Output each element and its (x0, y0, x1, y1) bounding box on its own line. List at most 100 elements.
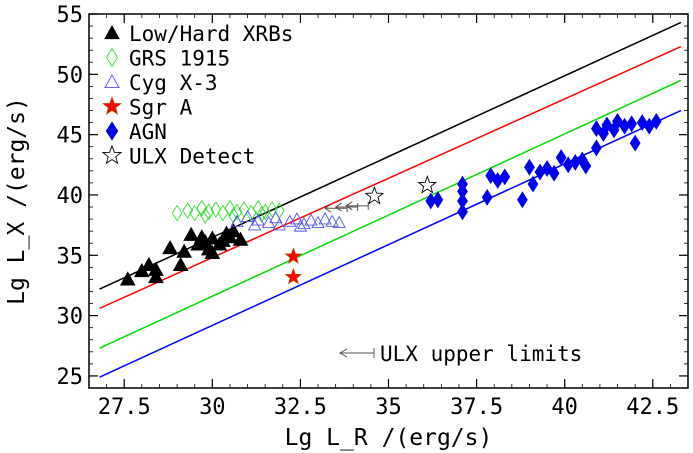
legend-marker (102, 96, 122, 116)
legend-item: Sgr A (102, 96, 193, 120)
data-point (318, 212, 332, 225)
data-point (256, 205, 267, 223)
series-0 (119, 223, 249, 286)
data-point (548, 164, 560, 182)
data-point (189, 204, 201, 222)
y-tick-label: 30 (57, 305, 84, 330)
annotation-label: ULX upper limits (380, 342, 582, 366)
series-5 (364, 174, 438, 205)
data-point (325, 214, 339, 227)
data-markers (119, 112, 662, 286)
data-point (272, 218, 287, 231)
data-point (217, 204, 229, 222)
data-point (481, 188, 493, 206)
data-point (527, 175, 539, 193)
data-point (183, 226, 200, 241)
data-point (417, 174, 438, 194)
x-axis-title: Lg L_R /(erg/s) (285, 425, 493, 451)
data-point (225, 223, 242, 238)
data-point (210, 201, 222, 218)
data-point (284, 267, 303, 285)
data-point (517, 191, 528, 209)
x-tick-label: 37.5 (450, 395, 503, 420)
data-point (626, 115, 638, 133)
legend-item: ULX Detect (101, 145, 255, 169)
legend-label: Low/Hard XRBs (129, 22, 293, 46)
legend-label: Cyg X-3 (129, 71, 218, 95)
data-point (231, 203, 243, 221)
upper-limits (324, 201, 369, 213)
legend-label: Sgr A (129, 96, 193, 120)
y-tick-label: 55 (57, 3, 84, 28)
legend-marker (105, 47, 119, 68)
data-point (304, 213, 318, 226)
data-point (293, 219, 308, 232)
data-point (247, 218, 262, 231)
y-tick-label: 25 (57, 365, 84, 390)
data-point (290, 212, 304, 225)
y-tick-label: 35 (57, 244, 84, 269)
y-tick-label: 50 (57, 63, 84, 88)
data-point (176, 243, 192, 258)
data-point (311, 215, 325, 228)
legend-marker (104, 74, 120, 89)
legend-label: AGN (129, 120, 167, 144)
legend-item: Low/Hard XRBs (104, 22, 293, 46)
fit-line-1 (99, 45, 682, 310)
legend-marker (104, 24, 120, 40)
data-point (193, 229, 210, 244)
y-axis-title: Lg L_X /(erg/s) (4, 97, 30, 305)
legend-marker (105, 121, 119, 141)
series-4 (425, 112, 662, 221)
annotation-arrow-head (338, 348, 348, 358)
data-point (580, 157, 592, 175)
data-point (499, 168, 511, 186)
data-point (590, 139, 602, 157)
data-point (259, 203, 271, 221)
x-tick-label: 32.5 (274, 395, 327, 420)
data-point (182, 202, 193, 219)
data-point (215, 232, 231, 247)
data-point (268, 210, 283, 224)
data-point (203, 203, 215, 221)
axis-titles: Lg L_R /(erg/s) Lg L_X /(erg/s) (4, 97, 492, 451)
data-point (485, 167, 497, 185)
data-point (119, 271, 136, 286)
x-tick-label: 40 (551, 395, 578, 420)
data-point (199, 207, 211, 224)
data-point (297, 216, 311, 230)
series-1 (171, 199, 285, 224)
legend-item: Cyg X-3 (104, 71, 218, 95)
axes: 27.5 30 32.5 35 37.5 40 42.5 25 30 35 40 45 50 55 (57, 3, 689, 420)
upper-limit-arrow (345, 201, 369, 211)
data-point (332, 215, 346, 228)
data-point (172, 256, 189, 272)
x-tick-label: 35 (375, 395, 402, 420)
data-point (629, 134, 641, 152)
data-point (364, 185, 385, 205)
x-tick-label: 27.5 (98, 395, 151, 420)
data-point (228, 207, 239, 224)
legend-label: GRS 1915 (129, 47, 230, 71)
data-point (204, 230, 221, 245)
data-point (261, 215, 276, 228)
data-point (555, 149, 567, 166)
data-point (266, 201, 278, 218)
data-point (148, 268, 164, 284)
fit-line-2 (99, 79, 682, 349)
legend-item: GRS 1915 (105, 47, 230, 71)
data-point (230, 214, 244, 227)
data-point (196, 199, 208, 217)
data-point (141, 256, 157, 272)
data-point (162, 240, 178, 255)
y-tick-label: 45 (57, 124, 84, 149)
data-point (457, 203, 468, 221)
y-tick-label: 40 (57, 184, 84, 209)
data-point (284, 247, 303, 265)
data-point (232, 231, 249, 246)
data-point (650, 112, 662, 130)
legend-item: AGN (105, 120, 167, 144)
data-point (204, 244, 221, 259)
